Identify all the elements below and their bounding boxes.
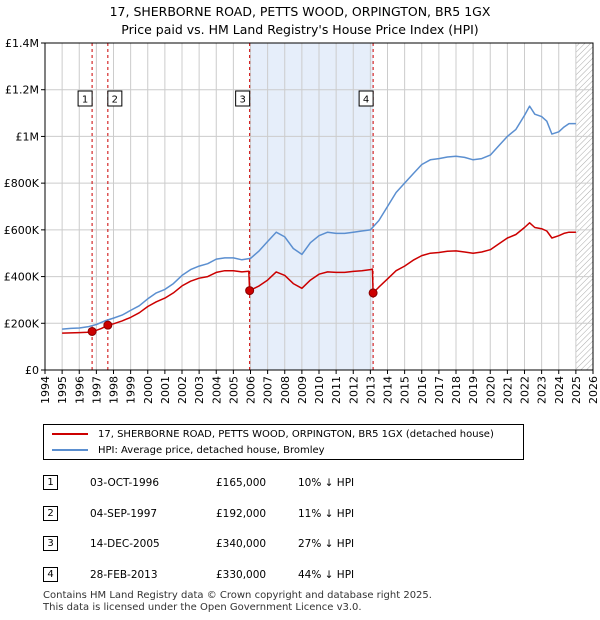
x-tick-label: 2001 bbox=[159, 376, 172, 404]
x-tick-label: 2019 bbox=[467, 376, 480, 404]
x-tick-label: 2014 bbox=[382, 376, 395, 404]
x-tick-label: 2004 bbox=[210, 376, 223, 404]
sale-date: 03-OCT-1996 bbox=[90, 477, 159, 489]
sale-hpi-diff: 10% ↓ HPI bbox=[298, 477, 355, 489]
y-tick-label: £1.4M bbox=[5, 37, 39, 50]
sale-label: 2 bbox=[112, 95, 118, 106]
x-tick-label: 2010 bbox=[313, 376, 326, 404]
x-tick-label: 2020 bbox=[484, 376, 497, 404]
sale-label: 4 bbox=[363, 95, 369, 106]
legend-item-property: 17, SHERBORNE ROAD, PETTS WOOD, ORPINGTO… bbox=[52, 427, 494, 443]
x-tick-label: 2013 bbox=[364, 376, 377, 404]
x-tick-label: 2016 bbox=[416, 376, 429, 404]
x-tick-label: 2006 bbox=[245, 376, 258, 404]
x-tick-label: 2011 bbox=[330, 376, 343, 404]
chart-title: 17, SHERBORNE ROAD, PETTS WOOD, ORPINGTO… bbox=[0, 3, 600, 39]
x-tick-label: 1997 bbox=[90, 376, 103, 404]
x-tick-label: 2017 bbox=[433, 376, 446, 404]
sale-label: 1 bbox=[82, 95, 88, 106]
y-tick-label: £1M bbox=[16, 130, 40, 143]
legend-label-property: 17, SHERBORNE ROAD, PETTS WOOD, ORPINGTO… bbox=[98, 429, 494, 440]
legend-swatch-hpi bbox=[52, 449, 88, 451]
y-tick-label: £800K bbox=[4, 177, 40, 190]
sale-number-badge: 3 bbox=[43, 536, 58, 551]
property-price-line bbox=[62, 222, 576, 334]
x-tick-label: 2009 bbox=[296, 376, 309, 404]
footer-copyright: Contains HM Land Registry data © Crown c… bbox=[43, 590, 432, 601]
x-tick-label: 1996 bbox=[73, 376, 86, 404]
sale-label-box bbox=[107, 90, 123, 107]
x-tick-label: 2023 bbox=[536, 376, 549, 404]
sale-price: £330,000 bbox=[216, 569, 267, 581]
sale-number-badge: 1 bbox=[43, 475, 58, 490]
table-row: 2 04-SEP-1997 £192,000 11% ↓ HPI bbox=[43, 504, 443, 524]
x-tick-label: 1994 bbox=[39, 376, 52, 404]
x-tick-label: 1998 bbox=[108, 376, 121, 404]
x-tick-label: 2008 bbox=[279, 376, 292, 404]
x-tick-label: 2002 bbox=[176, 376, 189, 404]
sale-date: 28-FEB-2013 bbox=[90, 569, 158, 581]
shaded-period bbox=[249, 43, 374, 370]
y-tick-label: £1.2M bbox=[5, 84, 39, 97]
x-tick-label: 2003 bbox=[193, 376, 206, 404]
x-tick-label: 2000 bbox=[142, 376, 155, 404]
sale-point bbox=[87, 326, 97, 336]
x-tick-label: 1995 bbox=[56, 376, 69, 404]
footer: Contains HM Land Registry data © Crown c… bbox=[43, 590, 432, 614]
x-tick-label: 2022 bbox=[519, 376, 532, 404]
hpi-line bbox=[62, 105, 576, 330]
x-tick-label: 2015 bbox=[399, 376, 412, 404]
legend: 17, SHERBORNE ROAD, PETTS WOOD, ORPINGTO… bbox=[43, 424, 524, 460]
x-tick-label: 2025 bbox=[570, 376, 583, 404]
hatched-region bbox=[575, 43, 593, 370]
x-tick-label: 2024 bbox=[553, 376, 566, 404]
sale-label-box bbox=[358, 90, 374, 107]
sale-date: 04-SEP-1997 bbox=[90, 508, 158, 520]
sale-label: 3 bbox=[239, 95, 245, 106]
title-line-1: 17, SHERBORNE ROAD, PETTS WOOD, ORPINGTO… bbox=[109, 4, 491, 19]
sale-price: £165,000 bbox=[216, 477, 267, 489]
footer-licence: This data is licensed under the Open Gov… bbox=[43, 602, 362, 613]
sale-point bbox=[103, 320, 113, 330]
x-tick-label: 2007 bbox=[262, 376, 275, 404]
sale-price: £340,000 bbox=[216, 538, 267, 550]
sale-price: £192,000 bbox=[216, 508, 267, 520]
sale-hpi-diff: 27% ↓ HPI bbox=[298, 538, 355, 550]
title-line-2: Price paid vs. HM Land Registry's House … bbox=[121, 22, 479, 37]
price-chart: 1 2 3 4 £0 £200K £400K £600K £800K £1M £1.2M £1.4M… bbox=[4, 37, 600, 404]
table-row: 4 28-FEB-2013 £330,000 44% ↓ HPI bbox=[43, 565, 443, 585]
sale-label-box bbox=[235, 90, 251, 107]
y-tick-label: £600K bbox=[4, 224, 40, 237]
legend-label-hpi: HPI: Average price, detached house, Brom… bbox=[98, 445, 325, 456]
table-row: 3 14-DEC-2005 £340,000 27% ↓ HPI bbox=[43, 534, 443, 554]
legend-swatch-property bbox=[52, 433, 88, 435]
y-tick-label: £400K bbox=[4, 271, 40, 284]
sale-point bbox=[368, 288, 378, 298]
sale-hpi-diff: 44% ↓ HPI bbox=[298, 569, 355, 581]
sale-label-box bbox=[77, 90, 93, 107]
y-tick-label: £0 bbox=[25, 364, 39, 377]
sale-number-badge: 4 bbox=[43, 567, 58, 582]
x-tick-label: 2018 bbox=[450, 376, 463, 404]
legend-item-hpi: HPI: Average price, detached house, Brom… bbox=[52, 443, 325, 459]
x-tick-label: 2012 bbox=[347, 376, 360, 404]
sale-date: 14-DEC-2005 bbox=[90, 538, 160, 550]
table-row: 1 03-OCT-1996 £165,000 10% ↓ HPI bbox=[43, 473, 443, 493]
sale-number-badge: 2 bbox=[43, 506, 58, 521]
sale-hpi-diff: 11% ↓ HPI bbox=[298, 508, 355, 520]
x-tick-label: 2005 bbox=[227, 376, 240, 404]
x-tick-label: 1999 bbox=[125, 376, 138, 404]
x-tick-label: 2026 bbox=[587, 376, 600, 404]
y-tick-label: £200K bbox=[4, 317, 40, 330]
sale-point bbox=[245, 286, 255, 296]
x-tick-label: 2021 bbox=[501, 376, 514, 404]
